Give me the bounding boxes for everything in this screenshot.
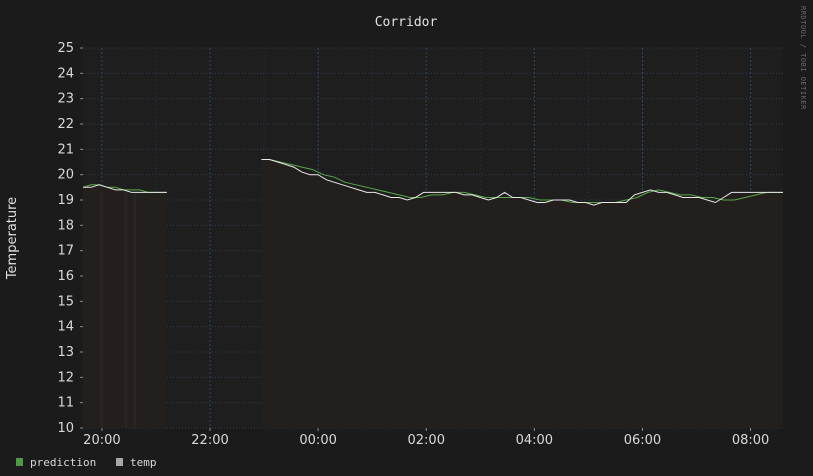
y-tick-label: 19 [57,193,74,208]
y-axis-label: Temperature [5,197,20,280]
y-tick-label: 15 [57,294,74,309]
y-tick-label: 21 [57,142,74,157]
y-tick-label: 11 [57,396,74,411]
x-tick-label: 08:00 [732,433,769,448]
x-tick-label: 00:00 [299,433,336,448]
area-streak [124,192,128,428]
y-tick-label: 25 [57,41,74,56]
y-tick-label: 23 [57,92,74,107]
legend-label-prediction: prediction [30,456,96,469]
y-tick-label: 20 [57,168,74,183]
x-tick-label: 20:00 [83,433,120,448]
legend-swatch-temp [116,458,123,466]
x-tick-label: 06:00 [624,433,661,448]
y-tick-label: 16 [57,269,74,284]
watermark: RRDTOOL / TOBI OETIKER [799,6,807,110]
y-tick-label: 18 [57,218,74,233]
y-tick-label: 17 [57,244,74,259]
legend-swatch-prediction [16,458,23,466]
y-tick-label: 12 [57,370,74,385]
legend: prediction temp [16,456,157,469]
x-tick-label: 02:00 [408,433,445,448]
chart-title: Corridor [375,15,438,30]
x-tick-label: 22:00 [191,433,228,448]
area-streak [100,192,104,428]
area-streak [133,192,137,428]
temp-area [261,159,783,428]
y-tick-label: 24 [57,66,74,81]
legend-label-temp: temp [130,456,157,469]
series-line-temp [83,184,167,193]
y-tick-label: 10 [57,421,74,436]
y-tick-label: 22 [57,117,74,132]
y-tick-label: 14 [57,320,74,335]
y-tick-label: 13 [57,345,74,360]
series-layer [82,159,783,428]
x-tick-label: 04:00 [516,433,553,448]
series-line-temp [261,159,783,206]
series-line-prediction [269,159,783,203]
axes: 10 11 12 13 14 15 16 17 18 19 20 21 22 23 24 25 20:00 22:… [57,41,769,448]
